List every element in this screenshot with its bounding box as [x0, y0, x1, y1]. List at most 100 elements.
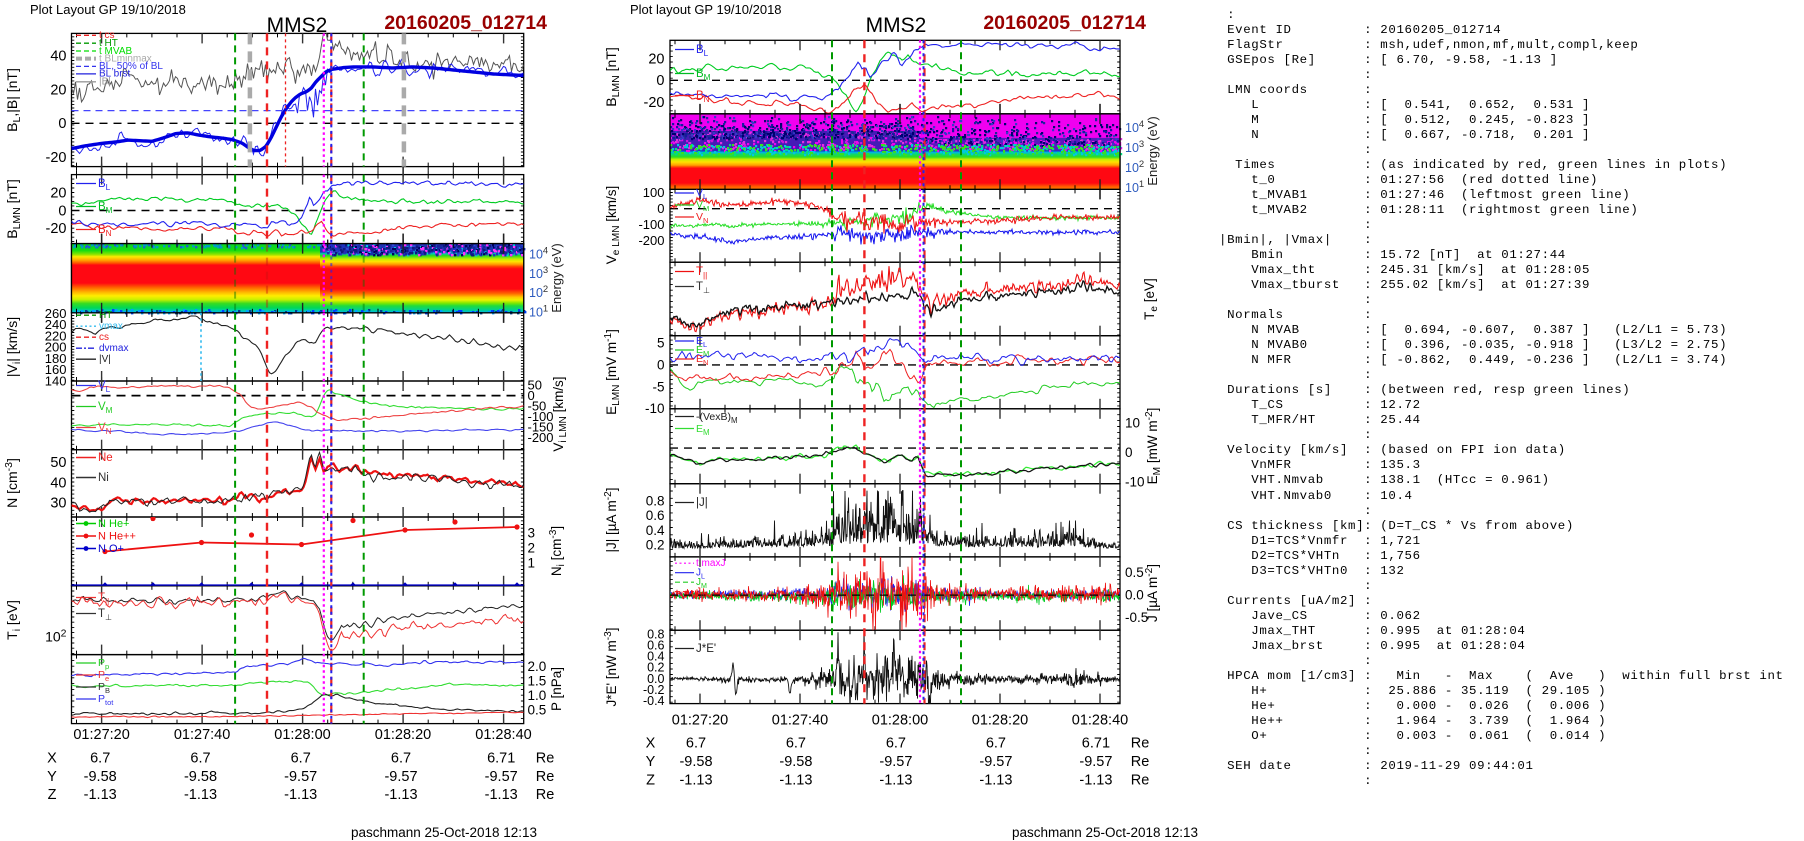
svg-text:t MVAB: t MVAB: [99, 46, 132, 57]
svg-text:Pp​: Pp​: [98, 657, 109, 671]
svg-text:101: 101: [529, 303, 548, 319]
svg-text:Vi LMN​ [km/s]: Vi LMN​ [km/s]: [551, 376, 569, 451]
svg-text:6.7: 6.7: [90, 751, 110, 767]
svg-text:103: 103: [529, 265, 548, 281]
svg-text:0: 0: [657, 201, 664, 216]
svg-text:0: 0: [1125, 445, 1133, 460]
svg-text:40: 40: [50, 48, 66, 64]
svg-text:5: 5: [657, 335, 665, 350]
svg-text:01:27:20: 01:27:20: [73, 727, 129, 743]
svg-text:102​: 102​: [45, 628, 67, 645]
svg-text:6.7: 6.7: [786, 736, 806, 752]
svg-text:01:27:40: 01:27:40: [772, 713, 828, 729]
svg-text:Ni​ [cm-3​]: Ni​ [cm-3​]: [548, 526, 567, 576]
svg-text:BL​,|B| [nT]: BL​,|B| [nT]: [4, 68, 23, 132]
svg-text:0.8: 0.8: [646, 494, 665, 509]
svg-text:-9.57: -9.57: [1079, 754, 1112, 770]
svg-text:-9.57: -9.57: [879, 754, 912, 770]
svg-text:Re: Re: [1131, 736, 1150, 752]
svg-text:104: 104: [1125, 119, 1144, 135]
svg-text:0.2: 0.2: [647, 661, 664, 675]
svg-text:0.6: 0.6: [646, 508, 665, 523]
svg-text:-50: -50: [528, 399, 547, 414]
svg-text:102: 102: [529, 284, 548, 300]
svg-text:t BLminmax: t BLminmax: [99, 53, 152, 64]
svg-text:vmax: vmax: [99, 321, 123, 332]
svg-text:40: 40: [50, 475, 66, 491]
svg-text:Ptot​: Ptot​: [98, 693, 114, 707]
svg-text:2: 2: [528, 541, 536, 556]
svg-text:100: 100: [643, 185, 665, 200]
svg-text:VL​: VL​: [98, 380, 111, 394]
svg-text:-9.57: -9.57: [979, 754, 1012, 770]
svg-text:6.7: 6.7: [190, 751, 210, 767]
svg-text:|J|: |J|: [696, 497, 708, 509]
svg-text:01:27:40: 01:27:40: [174, 727, 230, 743]
svg-text:0: 0: [528, 388, 535, 403]
svg-text:6.7: 6.7: [886, 736, 906, 752]
svg-text:Re: Re: [536, 751, 555, 767]
svg-text:-20: -20: [46, 150, 67, 166]
svg-text:-5: -5: [652, 379, 664, 394]
svg-text:dvmax: dvmax: [99, 343, 128, 354]
svg-text:Re: Re: [536, 769, 555, 785]
svg-text:6.7: 6.7: [391, 751, 411, 767]
svg-text:T||​: T||​: [98, 592, 109, 606]
svg-text:103: 103: [1125, 139, 1144, 155]
svg-text:-9.57: -9.57: [485, 769, 518, 785]
svg-text:Re: Re: [536, 787, 555, 803]
svg-text:VL​: VL​: [696, 187, 707, 201]
svg-text:20160205_012714: 20160205_012714: [983, 12, 1146, 34]
svg-text:0.0: 0.0: [1125, 588, 1144, 603]
svg-text:JN​: JN​: [696, 587, 706, 600]
svg-text:-9.58: -9.58: [84, 769, 117, 785]
svg-text:0.6: 0.6: [647, 639, 664, 653]
svg-text:-9.57: -9.57: [284, 769, 317, 785]
svg-text:JM​: JM​: [696, 577, 707, 590]
svg-text:-1.13: -1.13: [384, 787, 417, 803]
svg-text:6.71: 6.71: [1082, 736, 1110, 752]
svg-text:104: 104: [529, 246, 548, 262]
svg-text:1.5: 1.5: [528, 673, 547, 688]
svg-text:T⊥​: T⊥​: [98, 608, 112, 622]
svg-text:Re: Re: [1131, 772, 1150, 788]
svg-text:0: 0: [58, 203, 66, 219]
svg-text:-200: -200: [528, 430, 554, 445]
svg-text:BLMN​ [nT]: BLMN​ [nT]: [603, 47, 622, 107]
svg-text:-1.13: -1.13: [979, 772, 1012, 788]
svg-text:EL​: EL​: [696, 335, 707, 349]
svg-text:180: 180: [45, 351, 67, 366]
svg-text:-100: -100: [638, 217, 664, 232]
svg-text:-200: -200: [638, 233, 664, 248]
svg-text:Re: Re: [1131, 754, 1150, 770]
svg-text:0: 0: [657, 357, 665, 372]
svg-text:6.7: 6.7: [686, 736, 706, 752]
svg-text:140: 140: [45, 373, 67, 388]
svg-text:200: 200: [45, 340, 67, 355]
svg-text:-20: -20: [644, 95, 665, 111]
svg-text:J [µA m-2​]: J [µA m-2​]: [1144, 564, 1160, 622]
svg-text:-9.57: -9.57: [384, 769, 417, 785]
svg-text:0.4: 0.4: [646, 523, 665, 538]
svg-text:P [nPa]: P [nPa]: [549, 667, 564, 711]
svg-text:X: X: [646, 736, 656, 752]
svg-text:01:28:40: 01:28:40: [1072, 713, 1128, 729]
svg-text:BN​: BN​: [696, 90, 710, 104]
svg-text:01:28:20: 01:28:20: [375, 727, 431, 743]
svg-text:0.2: 0.2: [646, 537, 665, 552]
svg-text:paschmann 25-Oct-2018 12:13: paschmann 25-Oct-2018 12:13: [351, 825, 537, 840]
svg-text:paschmann 25-Oct-2018 12:13: paschmann 25-Oct-2018 12:13: [1012, 825, 1198, 840]
svg-text:0.5: 0.5: [528, 702, 547, 717]
svg-text:-0.5: -0.5: [1125, 610, 1148, 625]
svg-text:0.8: 0.8: [647, 628, 664, 642]
svg-text:50: 50: [50, 455, 66, 471]
svg-text:t cs: t cs: [99, 30, 115, 41]
svg-text:20: 20: [50, 186, 66, 202]
svg-text:01:27:20: 01:27:20: [672, 713, 728, 729]
svg-text:6.7: 6.7: [986, 736, 1006, 752]
svg-text:0: 0: [656, 73, 664, 89]
svg-text:3: 3: [528, 526, 536, 541]
svg-text:6.7: 6.7: [291, 751, 311, 767]
svg-text:30: 30: [50, 496, 66, 512]
svg-text:BL​: BL​: [98, 178, 111, 192]
